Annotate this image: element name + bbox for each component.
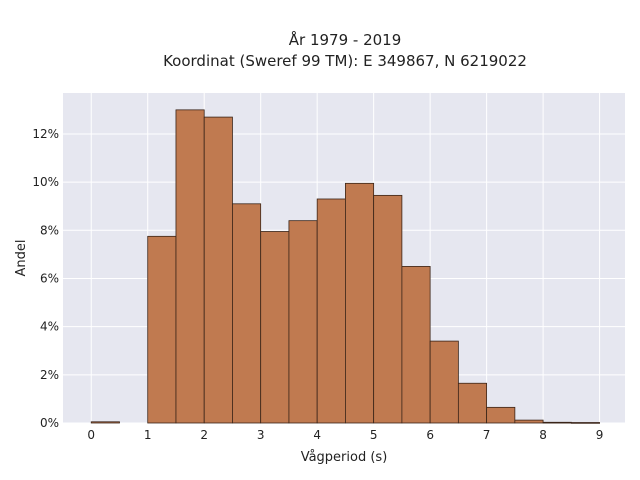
histogram-bar	[260, 231, 290, 424]
histogram-bar	[401, 266, 431, 424]
histogram-bar	[147, 235, 177, 424]
histogram-bar	[288, 220, 318, 424]
x-tick-label: 5	[370, 428, 378, 442]
y-tick-label: 2%	[40, 368, 59, 382]
x-tick-label: 0	[87, 428, 95, 442]
bars	[90, 109, 600, 424]
y-tick-label: 12%	[32, 127, 59, 141]
chart-subtitle: Koordinat (Sweref 99 TM): E 349867, N 62…	[163, 52, 527, 70]
histogram-bar	[429, 340, 459, 424]
histogram-bar	[203, 116, 233, 424]
histogram-bar	[90, 421, 120, 424]
histogram-bar	[514, 419, 544, 424]
y-axis-label: Andel	[14, 240, 29, 277]
x-tick-label: 2	[200, 428, 208, 442]
x-axis-label: Vågperiod (s)	[301, 450, 388, 465]
histogram-bar	[486, 406, 516, 424]
histogram-bar	[542, 421, 572, 424]
histogram-bar	[175, 109, 205, 424]
x-tick-label: 3	[257, 428, 265, 442]
histogram-bar	[232, 203, 262, 424]
histogram-bar	[316, 198, 346, 424]
histogram-bar	[373, 194, 403, 424]
y-tick-label: 4%	[40, 320, 59, 334]
x-tick-label: 6	[426, 428, 434, 442]
x-tick-label: 9	[596, 428, 604, 442]
y-tick-label: 0%	[40, 416, 59, 430]
histogram-bar	[345, 182, 375, 424]
y-tick-label: 6%	[40, 271, 59, 285]
x-tick-labels: 0 1 2 3 4 5 6 7 8 9	[87, 428, 603, 442]
y-tick-label: 10%	[32, 175, 59, 189]
x-tick-label: 4	[313, 428, 321, 442]
x-tick-label: 8	[539, 428, 547, 442]
histogram-bar	[457, 382, 488, 424]
x-tick-label: 7	[483, 428, 491, 442]
y-tick-label: 8%	[40, 223, 59, 237]
histogram-bar	[570, 422, 600, 424]
chart-title: År 1979 - 2019	[289, 30, 402, 49]
x-tick-label: 1	[144, 428, 152, 442]
y-tick-labels: 0% 2% 4% 6% 8% 10% 12%	[32, 127, 59, 430]
